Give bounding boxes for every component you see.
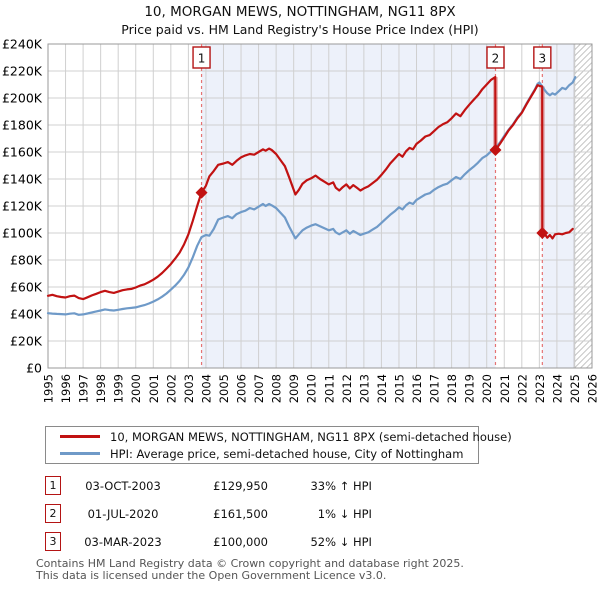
- transaction-price: £161,500: [213, 507, 268, 521]
- transaction-hpi-delta: 1% ↓ HPI: [317, 507, 372, 521]
- chart-legend: 10, MORGAN MEWS, NOTTINGHAM, NG11 8PX (s…: [45, 426, 512, 464]
- transaction-number-badge: 2: [45, 504, 61, 523]
- svg-text:2002: 2002: [164, 374, 178, 403]
- transaction-hpi-delta: 33% ↑ HPI: [310, 479, 372, 493]
- legend-item-hpi: HPI: Average price, semi-detached house,…: [46, 447, 478, 461]
- svg-text:1998: 1998: [94, 374, 108, 403]
- svg-text:2017: 2017: [428, 374, 442, 403]
- svg-text:2013: 2013: [357, 374, 371, 403]
- transaction-row: 3 03-MAR-2023 £100,000 52% ↓ HPI: [0, 532, 600, 552]
- svg-text:£160K: £160K: [2, 145, 43, 160]
- svg-text:2005: 2005: [217, 374, 231, 403]
- svg-text:2026: 2026: [586, 374, 600, 403]
- chart-subtitle: Price paid vs. HM Land Registry's House …: [121, 22, 479, 37]
- svg-text:£0: £0: [26, 361, 42, 376]
- transaction-number-badge: 3: [45, 532, 61, 551]
- hpi-line-swatch: [60, 452, 100, 455]
- svg-text:2003: 2003: [182, 374, 196, 403]
- legend-item-property: 10, MORGAN MEWS, NOTTINGHAM, NG11 8PX (s…: [46, 430, 512, 444]
- transaction-price: £100,000: [213, 535, 268, 549]
- svg-text:2007: 2007: [252, 374, 266, 403]
- legend-label: HPI: Average price, semi-detached house,…: [110, 446, 464, 461]
- transaction-row: 2 01-JUL-2020 £161,500 1% ↓ HPI: [0, 504, 600, 524]
- svg-text:2022: 2022: [515, 374, 529, 403]
- down-arrow-icon: ↓: [339, 507, 350, 521]
- svg-text:£80K: £80K: [10, 253, 43, 268]
- transaction-price: £129,950: [213, 479, 268, 493]
- price-history-chart: £0 £20K £40K £60K £80K £100K £120K £140K £160K £1…: [2, 37, 600, 404]
- footer-line-2: This data is licensed under the Open Gov…: [36, 569, 387, 582]
- chart-title: 10, MORGAN MEWS, NOTTINGHAM, NG11 8PX: [144, 4, 456, 20]
- svg-text:£100K: £100K: [2, 226, 43, 241]
- svg-text:£140K: £140K: [2, 172, 43, 187]
- up-arrow-icon: ↑: [339, 479, 350, 493]
- legend-label: 10, MORGAN MEWS, NOTTINGHAM, NG11 8PX (s…: [110, 429, 512, 444]
- svg-text:2011: 2011: [322, 374, 336, 403]
- svg-text:2014: 2014: [375, 374, 389, 403]
- svg-text:£180K: £180K: [2, 118, 43, 133]
- transaction-row: 1 03-OCT-2003 £129,950 33% ↑ HPI: [0, 476, 600, 496]
- property-line-swatch: [60, 435, 100, 438]
- svg-text:2021: 2021: [498, 374, 512, 403]
- svg-text:1996: 1996: [59, 374, 73, 403]
- svg-text:1999: 1999: [112, 374, 126, 403]
- svg-text:2010: 2010: [305, 374, 319, 403]
- svg-text:2020: 2020: [480, 374, 494, 403]
- svg-text:£200K: £200K: [2, 91, 43, 106]
- transaction-date: 03-MAR-2023: [84, 535, 162, 549]
- footer-line-1: Contains HM Land Registry data © Crown c…: [36, 557, 464, 570]
- svg-text:2006: 2006: [235, 374, 249, 403]
- svg-text:2024: 2024: [550, 374, 564, 403]
- svg-text:2015: 2015: [392, 374, 406, 403]
- svg-text:£120K: £120K: [2, 199, 43, 214]
- transaction-hpi-delta: 52% ↓ HPI: [310, 535, 372, 549]
- transaction-date: 01-JUL-2020: [87, 507, 159, 521]
- svg-text:2012: 2012: [340, 374, 354, 403]
- svg-text:2004: 2004: [199, 374, 213, 403]
- svg-text:2008: 2008: [270, 374, 284, 403]
- svg-text:£60K: £60K: [10, 280, 43, 295]
- svg-text:2001: 2001: [147, 374, 161, 403]
- svg-text:2018: 2018: [445, 374, 459, 403]
- svg-text:2009: 2009: [287, 374, 301, 403]
- svg-text:2: 2: [492, 52, 500, 66]
- svg-text:1997: 1997: [77, 374, 91, 403]
- transaction-number-badge: 1: [45, 476, 61, 495]
- svg-text:2023: 2023: [533, 374, 547, 403]
- svg-text:2019: 2019: [463, 374, 477, 403]
- svg-text:£40K: £40K: [10, 307, 43, 322]
- svg-text:1995: 1995: [42, 374, 56, 403]
- svg-text:2016: 2016: [410, 374, 424, 403]
- down-arrow-icon: ↓: [339, 535, 350, 549]
- svg-text:2000: 2000: [129, 374, 143, 403]
- svg-text:£220K: £220K: [2, 64, 43, 79]
- svg-text:2025: 2025: [568, 374, 582, 403]
- svg-text:1: 1: [198, 52, 206, 66]
- svg-text:3: 3: [539, 52, 547, 66]
- svg-text:£240K: £240K: [2, 37, 43, 52]
- license-footer: Contains HM Land Registry data © Crown c…: [36, 558, 464, 582]
- transaction-date: 03-OCT-2003: [85, 479, 161, 493]
- svg-text:£20K: £20K: [10, 334, 43, 349]
